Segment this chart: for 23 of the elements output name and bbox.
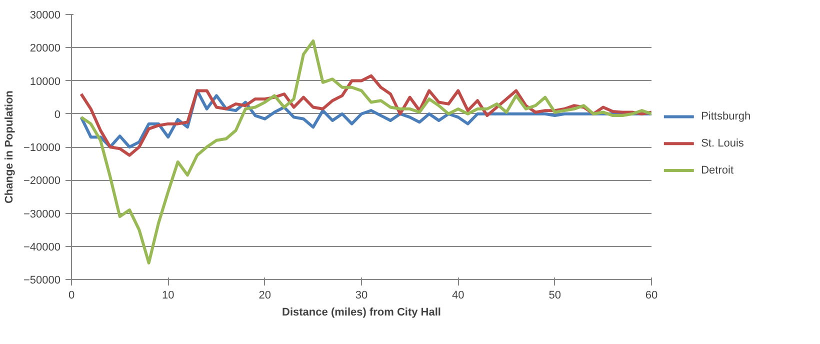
y-tick-label: −50000 [23,274,61,286]
legend-label: St. Louis [701,138,744,150]
line-series [80,40,652,264]
y-tick-label: −20000 [23,175,61,188]
x-tick-label: 30 [355,290,368,302]
y-axis-title: Change in Population [3,90,16,204]
x-tick-label: 10 [162,290,174,302]
y-tick-label: −30000 [23,208,61,220]
x-tick-label: 60 [645,290,658,302]
y-tick-label: 10000 [30,76,61,88]
y-tick-label: 30000 [30,10,61,22]
y-tick-label: 20000 [30,42,61,55]
line-series [80,74,652,157]
x-tick-label: 0 [68,290,75,302]
x-axis-title: Distance (miles) from City Hall [282,306,441,318]
y-tick-label: −10000 [23,142,61,154]
x-tick-label: 50 [548,290,561,302]
legend-label: Detroit [701,164,734,177]
x-tick-label: 40 [452,290,464,302]
y-tick-label: 0 [54,108,61,121]
x-tick-label: 20 [258,290,271,302]
legend-label: Pittsburgh [701,110,751,123]
y-tick-label: −40000 [23,241,61,254]
